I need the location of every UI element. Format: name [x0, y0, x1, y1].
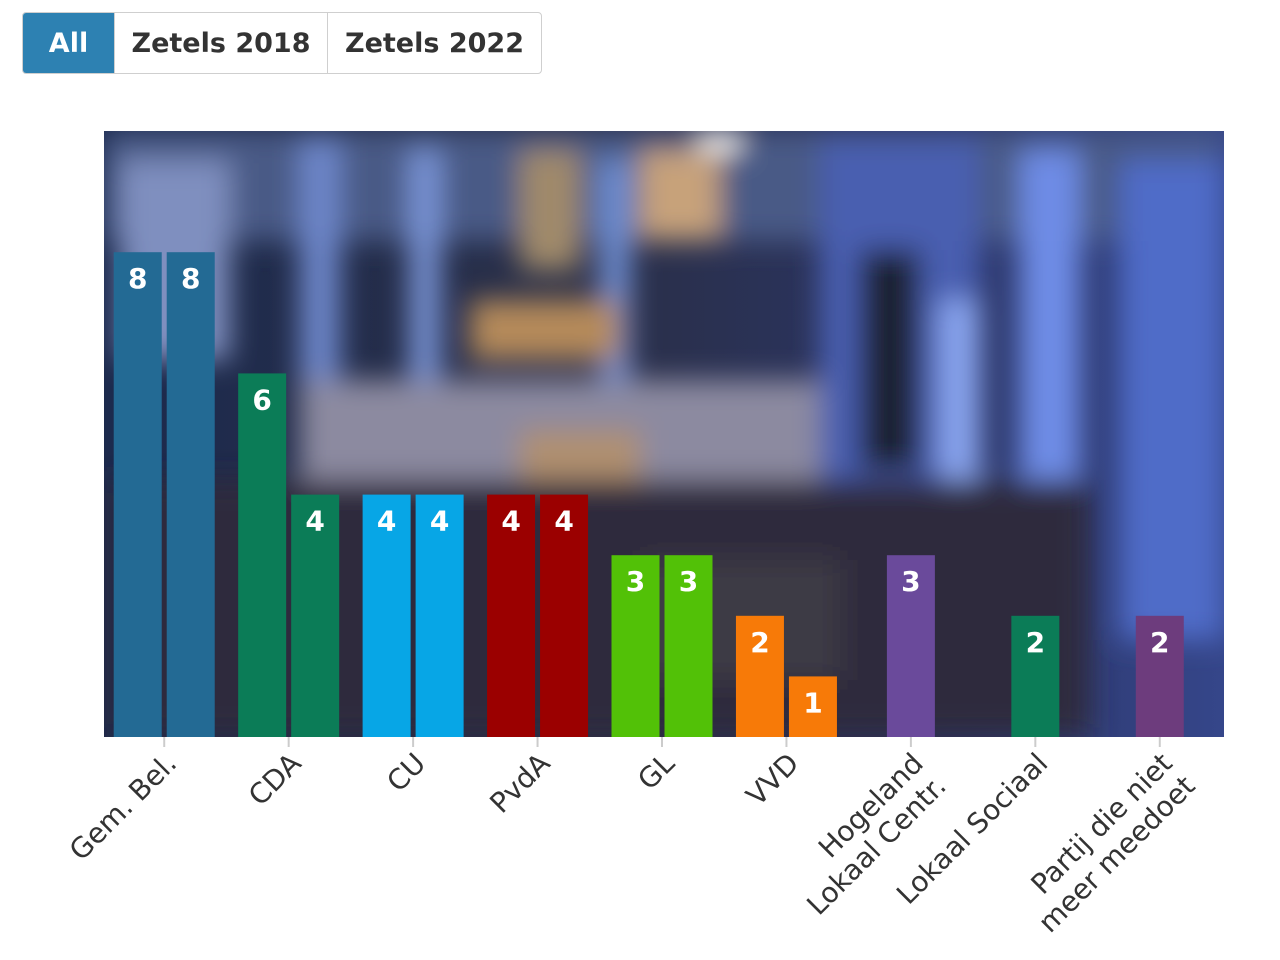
tab-all[interactable]: All: [23, 13, 114, 73]
bar-value-label: 2: [1026, 626, 1045, 659]
x-tick-label: CDA: [242, 747, 308, 813]
bar[interactable]: [735, 615, 784, 737]
bar[interactable]: [238, 373, 287, 737]
bar[interactable]: [487, 494, 536, 737]
bar-value-label: 3: [679, 565, 698, 598]
x-tick-label: GL: [631, 746, 681, 796]
x-tick-label: VVD: [740, 747, 806, 813]
tab-zetels-2022[interactable]: Zetels 2022: [327, 13, 541, 73]
bar-value-label: 4: [430, 505, 449, 538]
x-tick-label: CU: [380, 747, 432, 799]
bar-value-label: 1: [803, 686, 822, 719]
bar[interactable]: [886, 555, 935, 737]
bar[interactable]: [540, 494, 589, 737]
category-labels: Gem. Bel. CDA CU PvdA GL VVD HogelandLokaal Ce…: [63, 737, 1202, 939]
bar[interactable]: [362, 494, 411, 737]
x-tick-label: PvdA: [483, 747, 556, 820]
bar[interactable]: [664, 555, 713, 737]
bar-value-label: 3: [901, 565, 920, 598]
bar[interactable]: [1135, 615, 1184, 737]
bar-value-label: 2: [750, 626, 769, 659]
x-tick-label: Gem. Bel.: [63, 747, 183, 867]
background-photo: [104, 131, 1224, 737]
bar[interactable]: [166, 252, 215, 737]
bar[interactable]: [113, 252, 162, 737]
bar[interactable]: [1011, 615, 1060, 737]
bar[interactable]: [291, 494, 340, 737]
bar[interactable]: [611, 555, 660, 737]
bar-value-label: 2: [1150, 626, 1169, 659]
bar-value-label: 4: [501, 505, 520, 538]
bar-value-label: 3: [626, 565, 645, 598]
bar-value-label: 6: [252, 383, 271, 416]
bar-value-label: 8: [181, 262, 200, 295]
bar[interactable]: [415, 494, 464, 737]
bar[interactable]: [788, 676, 837, 737]
tab-zetels-2018[interactable]: Zetels 2018: [114, 13, 327, 73]
bars: 8 8 6 4 4 4 4 4 3 3 2 1 3 2 2: [113, 252, 1184, 737]
bar-value-label: 8: [128, 262, 147, 295]
bar-value-label: 4: [554, 505, 573, 538]
view-toggle: All Zetels 2018 Zetels 2022: [22, 12, 542, 74]
bar-value-label: 4: [305, 505, 324, 538]
bar-value-label: 4: [377, 505, 396, 538]
